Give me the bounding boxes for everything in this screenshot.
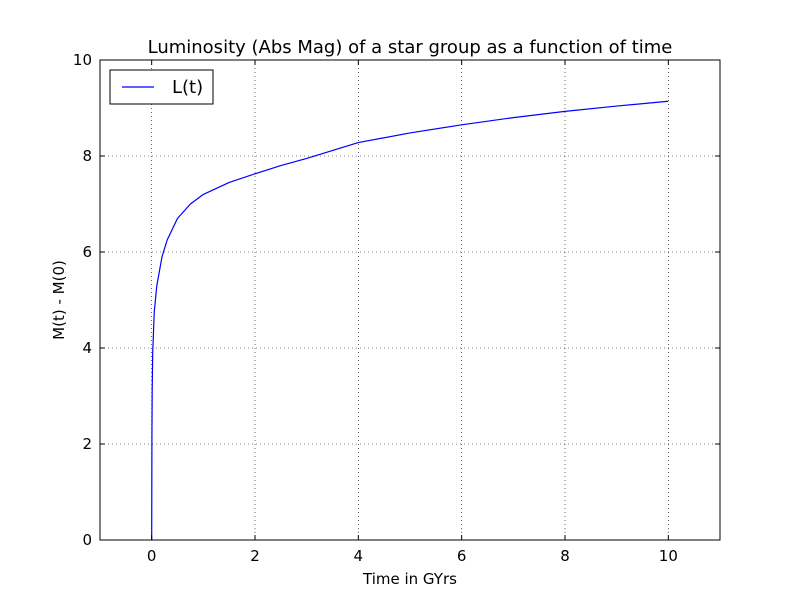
tick-layer: 0 2 4 6 8 10 0 2 4 6 8 10	[73, 51, 720, 565]
series-layer	[151, 100, 669, 541]
x-axis-label: Time in GYrs	[362, 570, 457, 588]
x-tick-label: 4	[354, 547, 364, 565]
x-tick-label: 2	[250, 547, 260, 565]
chart-title: Luminosity (Abs Mag) of a star group as …	[148, 37, 673, 58]
y-tick-label: 4	[82, 339, 92, 357]
legend: L(t)	[109, 69, 214, 105]
y-tick-label: 2	[82, 435, 92, 453]
x-tick-label: 10	[659, 547, 678, 565]
y-axis-label: M(t) - M(0)	[50, 260, 68, 340]
x-tick-label: 6	[457, 547, 467, 565]
y-tick-label: 8	[82, 147, 92, 165]
legend-label: L(t)	[172, 77, 203, 98]
y-tick-label: 0	[82, 531, 92, 549]
series-line-lt	[151, 100, 669, 541]
x-tick-label: 8	[560, 547, 570, 565]
y-tick-label: 10	[73, 51, 92, 69]
plot-frame	[99, 59, 721, 541]
y-tick-label: 6	[82, 243, 92, 261]
x-tick-label: 0	[147, 547, 157, 565]
